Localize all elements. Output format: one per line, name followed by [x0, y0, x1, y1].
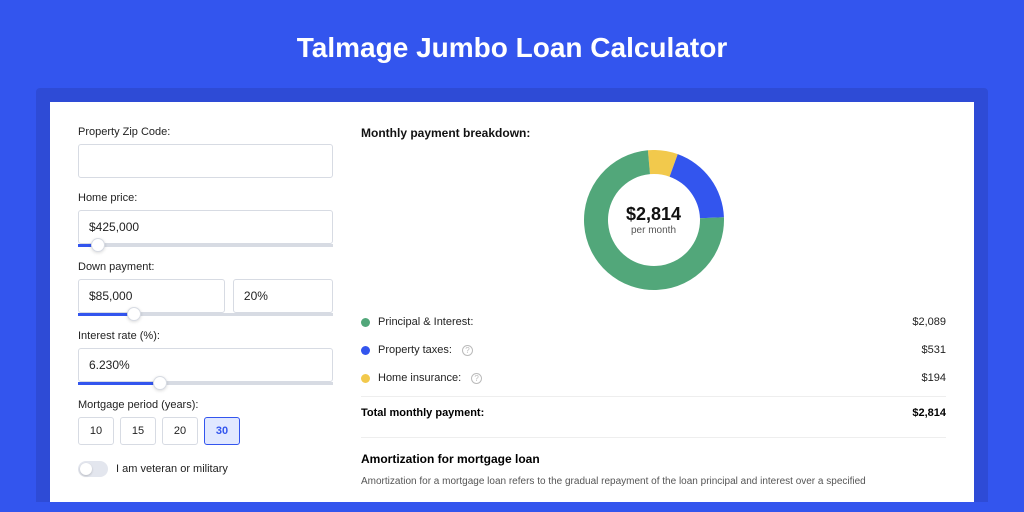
period-option-30[interactable]: 30 — [204, 417, 240, 445]
period-option-20[interactable]: 20 — [162, 417, 198, 445]
interest-rate-input[interactable] — [78, 348, 333, 382]
zip-input[interactable] — [78, 144, 333, 178]
down-payment-slider[interactable] — [78, 313, 333, 316]
legend-dot-icon — [361, 374, 370, 383]
zip-field: Property Zip Code: — [78, 126, 333, 178]
donut-center: $2,814 per month — [612, 178, 696, 262]
legend-row: Home insurance:? $194 — [361, 364, 946, 392]
form-column: Property Zip Code: Home price: Down paym… — [78, 126, 333, 502]
info-icon[interactable]: ? — [471, 373, 482, 384]
page-title: Talmage Jumbo Loan Calculator — [0, 0, 1024, 88]
mortgage-period-options: 10152030 — [78, 417, 333, 445]
legend-label: Home insurance: — [378, 372, 461, 384]
down-payment-field: Down payment: — [78, 261, 333, 316]
legend-row: Property taxes:? $531 — [361, 336, 946, 364]
amortization-title: Amortization for mortgage loan — [361, 452, 946, 466]
mortgage-period-field: Mortgage period (years): 10152030 — [78, 399, 333, 445]
breakdown-title: Monthly payment breakdown: — [361, 126, 946, 140]
breakdown-column: Monthly payment breakdown: $2,814 per mo… — [361, 126, 946, 502]
total-label: Total monthly payment: — [361, 407, 484, 419]
veteran-toggle[interactable] — [78, 461, 108, 477]
slider-thumb[interactable] — [91, 238, 105, 252]
home-price-slider[interactable] — [78, 244, 333, 247]
donut-chart-wrap: $2,814 per month — [361, 150, 946, 290]
legend-value: $194 — [922, 372, 946, 384]
donut-amount: $2,814 — [626, 204, 681, 225]
zip-label: Property Zip Code: — [78, 126, 333, 138]
amortization-text: Amortization for a mortgage loan refers … — [361, 474, 946, 489]
interest-rate-slider[interactable] — [78, 382, 333, 385]
calculator-shadow: Property Zip Code: Home price: Down paym… — [36, 88, 988, 502]
period-option-15[interactable]: 15 — [120, 417, 156, 445]
legend-row: Principal & Interest: $2,089 — [361, 308, 946, 336]
donut-sub: per month — [631, 225, 676, 236]
home-price-input[interactable] — [78, 210, 333, 244]
legend-label: Principal & Interest: — [378, 316, 473, 328]
legend-value: $531 — [922, 344, 946, 356]
veteran-label: I am veteran or military — [116, 463, 228, 475]
legend-label: Property taxes: — [378, 344, 452, 356]
home-price-field: Home price: — [78, 192, 333, 247]
legend-value: $2,089 — [912, 316, 946, 328]
total-value: $2,814 — [912, 407, 946, 419]
amortization-section: Amortization for mortgage loan Amortizat… — [361, 437, 946, 489]
legend: Principal & Interest: $2,089 Property taxe… — [361, 308, 946, 392]
interest-rate-field: Interest rate (%): — [78, 330, 333, 385]
down-payment-percent-input[interactable] — [233, 279, 333, 313]
period-option-10[interactable]: 10 — [78, 417, 114, 445]
down-payment-label: Down payment: — [78, 261, 333, 273]
total-row: Total monthly payment: $2,814 — [361, 396, 946, 419]
home-price-label: Home price: — [78, 192, 333, 204]
toggle-knob — [80, 463, 92, 475]
legend-dot-icon — [361, 346, 370, 355]
slider-thumb[interactable] — [127, 307, 141, 321]
info-icon[interactable]: ? — [462, 345, 473, 356]
interest-rate-label: Interest rate (%): — [78, 330, 333, 342]
veteran-field: I am veteran or military — [78, 461, 333, 477]
calculator-card: Property Zip Code: Home price: Down paym… — [50, 102, 974, 502]
donut-chart: $2,814 per month — [584, 150, 724, 290]
down-payment-amount-input[interactable] — [78, 279, 225, 313]
mortgage-period-label: Mortgage period (years): — [78, 399, 333, 411]
legend-dot-icon — [361, 318, 370, 327]
slider-thumb[interactable] — [153, 376, 167, 390]
